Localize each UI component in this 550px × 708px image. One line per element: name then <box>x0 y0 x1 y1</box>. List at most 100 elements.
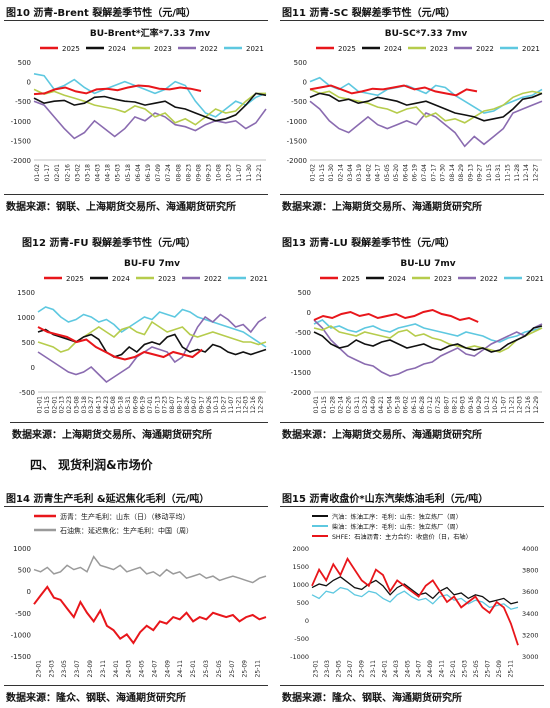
series-line <box>313 325 543 353</box>
x-tick-label: 25-03 <box>462 660 469 678</box>
x-tick-label: 25-05 <box>473 660 480 678</box>
y-tick-label: 500 <box>18 59 31 67</box>
x-tick-label: 08-23 <box>185 164 192 182</box>
x-tick-label: 12-03 <box>243 396 250 414</box>
x-tick-label: 09-29 <box>476 396 483 414</box>
x-tick-label: 24-03 <box>393 660 400 678</box>
legend-label: 2022 <box>204 275 222 283</box>
y-tick-label: -500 <box>291 98 307 106</box>
x-tick-label: 23-01 <box>313 660 320 678</box>
x-tick-label: 01-15 <box>44 396 51 414</box>
legend-label: 2024 <box>388 275 406 283</box>
x-tick-label: 11-07 <box>500 396 507 414</box>
x-tick-label: 05-05 <box>384 164 391 182</box>
series-line <box>313 319 543 377</box>
x-tick-label: 12-16 <box>525 396 532 414</box>
x-tick-label: 05-18 <box>395 396 402 414</box>
x-tick-label: 03-27 <box>88 396 95 414</box>
x-tick-label: 12-29 <box>257 396 264 414</box>
x-tick-label: 06-04 <box>135 164 142 182</box>
legend-label: 2024 <box>108 45 126 53</box>
x-tick-label: 24-01 <box>381 660 388 678</box>
x-tick-label: 12-27 <box>532 164 539 182</box>
x-tick-label: 05-04 <box>386 396 393 414</box>
section-heading: 四、 现货利润&市场价 <box>30 458 153 472</box>
x-tick-label: 25-03 <box>203 660 210 678</box>
x-tick-label: 06-09 <box>132 396 139 414</box>
x-tick-label: 24-05 <box>139 660 146 678</box>
x-tick-label: 04-09 <box>370 396 377 414</box>
x-tick-label: 04-13 <box>96 396 103 414</box>
panel-fig12: 图12 沥青-FU 裂解差季节性（元/吨） BU-FU 7mv 2025 2024 2… <box>2 228 272 446</box>
x-tick-label: 05-03 <box>115 164 122 182</box>
x-tick-label: 23-03 <box>324 660 331 678</box>
y-tick-label: 2000 <box>292 545 309 553</box>
x-tick-label: 07-25 <box>435 396 442 414</box>
x-tick-label: 03-23 <box>362 396 369 414</box>
y2-tick-label: 3800 <box>522 567 539 575</box>
y-tick-label: 0 <box>27 588 31 596</box>
y-tick-label: 1000 <box>13 545 31 553</box>
x-tick-label: 08-14 <box>449 164 456 182</box>
x-tick-label: 03-11 <box>354 396 361 414</box>
y-tick-label: -500 <box>15 98 31 106</box>
y2-tick-label: 3400 <box>522 610 539 618</box>
x-tick-label: 07-13 <box>154 396 161 414</box>
source-note: 数据来源：隆众、钢联、海通期货研究所 <box>6 693 186 704</box>
x-tick-label: 24-11 <box>177 660 184 678</box>
series-line <box>33 88 266 126</box>
x-tick-label: 23-05 <box>61 660 68 678</box>
x-tick-label: 25-11 <box>255 660 262 678</box>
x-tick-label: 23-11 <box>100 660 107 678</box>
x-tick-label: 05-31 <box>125 396 132 414</box>
x-tick-label: 07-23 <box>162 396 169 414</box>
x-tick-label: 24-09 <box>427 660 434 678</box>
x-tick-label: 23-09 <box>87 660 94 678</box>
x-tick-label: 09-16 <box>468 396 475 414</box>
x-tick-label: 24-07 <box>151 660 158 678</box>
y-tick-label: 0 <box>303 79 307 87</box>
x-tick-label: 06-19 <box>145 164 152 182</box>
x-tick-label: 10-15 <box>486 164 493 182</box>
x-tick-label: 01-02 <box>34 164 41 182</box>
x-tick-label: 03-18 <box>81 396 88 414</box>
x-tick-label: 10-13 <box>213 396 220 414</box>
y-tick-label: -500 <box>15 610 31 618</box>
legend-label: 沥青：生产毛利：山东（日）（移动平均） <box>60 512 190 521</box>
x-tick-label: 08-29 <box>458 164 465 182</box>
chart-fig15: 汽油：炼油工序：毛利：山东：独立炼厂（周） 柴油：炼油工序：毛利：山东：独立炼厂（… <box>290 513 539 678</box>
y2-tick-label: 3600 <box>522 588 539 596</box>
x-tick-label: 08-21 <box>452 396 459 414</box>
legend-label: 2023 <box>434 275 452 283</box>
legend-label: 柴油：炼油工序：毛利：山东：独立炼厂（周） <box>332 523 462 531</box>
panel-fig15: 图15 沥青收盘价*山东汽柴炼油毛利（元/吨） 汽油：炼油工序：毛利：山东：独立… <box>278 486 548 708</box>
x-tick-label: 24-01 <box>113 660 120 678</box>
series-line <box>313 308 479 323</box>
series-line <box>33 555 267 584</box>
chart-fig12: BU-FU 7mv 2025 2024 2023 2022 2021 1500 1000 500… <box>17 259 268 414</box>
legend-label: 2021 <box>526 275 544 283</box>
title-rule <box>4 20 268 21</box>
series-line <box>33 585 267 645</box>
x-tick-label: 05-18 <box>118 396 125 414</box>
y-tick-label: 500 <box>18 567 31 575</box>
x-tick-label: 23-07 <box>347 660 354 678</box>
y-tick-label: 1000 <box>292 581 309 589</box>
x-tick-label: 01-30 <box>328 164 335 182</box>
x-tick-label: 08-17 <box>176 396 183 414</box>
y-tick-label: 500 <box>294 59 307 67</box>
x-tick-label: 25-11 <box>507 660 514 678</box>
series-line <box>311 586 519 610</box>
x-tick-label: 04-23 <box>103 396 110 414</box>
legend-label: 2024 <box>112 275 130 283</box>
y-tick-label: -2000 <box>287 157 307 165</box>
x-tick-label: 08-07 <box>443 396 450 414</box>
chart-title: BU-LU 7mv <box>400 259 455 269</box>
y-tick-label: -2000 <box>11 157 31 165</box>
x-tick-label: 03-02 <box>74 164 81 182</box>
x-tick-label: 01-15 <box>319 164 326 182</box>
x-tick-label: 07-12 <box>427 396 434 414</box>
series-line <box>309 100 543 148</box>
panel-title: 图14 沥青生产毛利 &延迟焦化毛利（元/吨） <box>6 494 210 505</box>
source-note: 数据来源：上海期货交易所、海通期货研究所 <box>282 430 482 441</box>
